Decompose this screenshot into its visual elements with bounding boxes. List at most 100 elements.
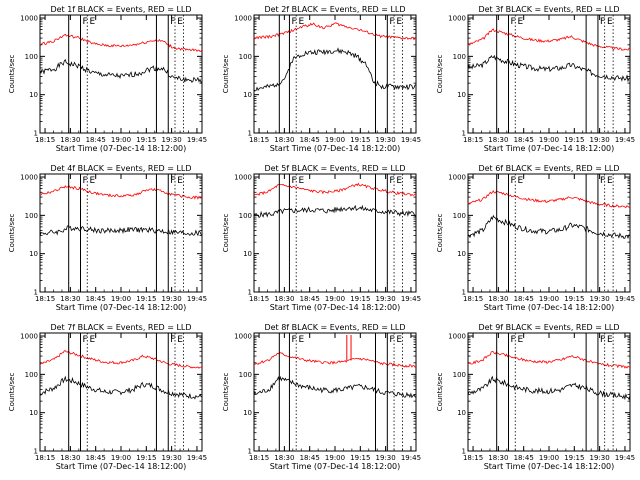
y-axis-label: Counts/sec <box>436 55 444 94</box>
x-axis-label: Start Time (07-Dec-14 18:12:00) <box>484 462 615 471</box>
chart-panel-1: Det 1f BLACK = Events, RED = LLD 1 10 100 10… <box>8 5 207 153</box>
x-tick-label: 19:15 <box>350 454 370 462</box>
y-tick-label: 1000 <box>448 333 466 341</box>
x-tick-label: 18:45 <box>514 295 534 303</box>
chart-title: Det 3f BLACK = Events, RED = LLD <box>478 5 619 14</box>
flag-label: F <box>389 176 394 186</box>
x-tick-label: 19:00 <box>325 136 345 144</box>
x-tick-label: 19:45 <box>615 454 635 462</box>
x-tick-label: 19:00 <box>539 454 559 462</box>
series-red <box>467 351 631 369</box>
series-black <box>253 47 417 92</box>
chart-title: Det 1f BLACK = Events, RED = LLD <box>50 5 191 14</box>
x-tick-label: 19:30 <box>590 295 610 303</box>
flag-label: F <box>291 335 296 345</box>
x-tick-label: 19:15 <box>350 136 370 144</box>
chart-panel-7: Det 7f BLACK = Events, RED = LLD 1 10 100 10… <box>8 323 207 471</box>
flag-label: F <box>511 17 516 27</box>
y-axis-label: Counts/sec <box>436 373 444 412</box>
x-axis-label: Start Time (07-Dec-14 18:12:00) <box>270 144 401 153</box>
chart-title: Det 9f BLACK = Events, RED = LLD <box>478 323 619 332</box>
x-tick-label: 18:15 <box>35 295 55 303</box>
flag-label: F <box>511 176 516 186</box>
series-red <box>39 185 203 200</box>
x-tick-label: 19:00 <box>325 295 345 303</box>
x-tick-label: 19:30 <box>162 295 182 303</box>
flag-label: E <box>298 335 304 345</box>
y-tick-label: 1000 <box>20 174 38 182</box>
flag-label: E <box>518 17 524 27</box>
x-tick-label: 19:30 <box>590 454 610 462</box>
x-tick-label: 19:00 <box>111 136 131 144</box>
flag-label: E <box>90 17 96 27</box>
chart-title: Det 2f BLACK = Events, RED = LLD <box>264 5 405 14</box>
flag-label: E <box>177 335 183 345</box>
x-tick-label: 19:45 <box>187 295 207 303</box>
x-tick-label: 18:15 <box>249 295 269 303</box>
x-axis-label: Start Time (07-Dec-14 18:12:00) <box>56 303 187 312</box>
series-black <box>39 225 203 237</box>
flag-label: F <box>389 17 394 27</box>
x-tick-label: 19:30 <box>162 454 182 462</box>
chart-panel-9: Det 9f BLACK = Events, RED = LLD 1 10 100 10… <box>436 323 635 471</box>
series-black <box>467 375 631 401</box>
x-tick-label: 19:00 <box>111 295 131 303</box>
x-tick-label: 18:15 <box>35 136 55 144</box>
series-red <box>467 189 631 209</box>
x-tick-label: 19:00 <box>325 454 345 462</box>
x-tick-label: 19:15 <box>564 295 584 303</box>
y-tick-label: 10 <box>243 409 252 417</box>
x-tick-label: 18:30 <box>488 136 508 144</box>
flag-label: F <box>170 176 175 186</box>
chart-title: Det 5f BLACK = Events, RED = LLD <box>264 164 405 173</box>
y-tick-label: 1000 <box>448 174 466 182</box>
x-tick-label: 18:30 <box>274 454 294 462</box>
y-tick-label: 1 <box>462 448 466 456</box>
x-tick-label: 18:15 <box>35 454 55 462</box>
y-tick-label: 1000 <box>234 15 252 23</box>
x-tick-label: 19:45 <box>401 136 421 144</box>
flag-label: F <box>83 335 88 345</box>
y-tick-label: 100 <box>453 212 466 220</box>
y-tick-label: 1 <box>34 130 38 138</box>
chart-title: Det 4f BLACK = Events, RED = LLD <box>50 164 191 173</box>
y-tick-label: 10 <box>243 250 252 258</box>
x-tick-label: 19:30 <box>590 136 610 144</box>
y-tick-label: 100 <box>25 371 38 379</box>
x-tick-label: 19:00 <box>539 136 559 144</box>
x-axis-label: Start Time (07-Dec-14 18:12:00) <box>56 144 187 153</box>
flag-label: E <box>518 335 524 345</box>
flag-label: F <box>83 17 88 27</box>
y-tick-label: 100 <box>239 371 252 379</box>
y-axis-label: Counts/sec <box>436 214 444 253</box>
y-axis-label: Counts/sec <box>222 373 230 412</box>
y-tick-label: 10 <box>457 250 466 258</box>
series-red <box>39 350 203 369</box>
y-tick-label: 1000 <box>20 333 38 341</box>
flag-label: E <box>607 17 613 27</box>
series-black <box>39 375 203 400</box>
series-red <box>253 22 417 41</box>
flag-label: F <box>170 335 175 345</box>
flag-label: E <box>90 335 96 345</box>
x-tick-label: 19:45 <box>401 295 421 303</box>
chart-panel-2: Det 2f BLACK = Events, RED = LLD 1 10 100 10… <box>222 5 421 153</box>
flag-label: F <box>170 17 175 27</box>
x-tick-label: 19:45 <box>615 295 635 303</box>
y-tick-label: 1000 <box>234 174 252 182</box>
y-tick-label: 1 <box>462 289 466 297</box>
y-tick-label: 10 <box>457 91 466 99</box>
y-tick-label: 1000 <box>20 15 38 23</box>
x-tick-label: 18:30 <box>488 454 508 462</box>
series-black <box>253 204 417 219</box>
x-tick-label: 19:15 <box>136 454 156 462</box>
x-tick-label: 18:15 <box>249 454 269 462</box>
x-axis-label: Start Time (07-Dec-14 18:12:00) <box>484 144 615 153</box>
flag-label: E <box>518 176 524 186</box>
x-tick-label: 18:45 <box>86 295 106 303</box>
series-black <box>467 214 631 240</box>
flag-label: F <box>291 17 296 27</box>
series-black <box>253 375 417 399</box>
flag-label: E <box>90 176 96 186</box>
